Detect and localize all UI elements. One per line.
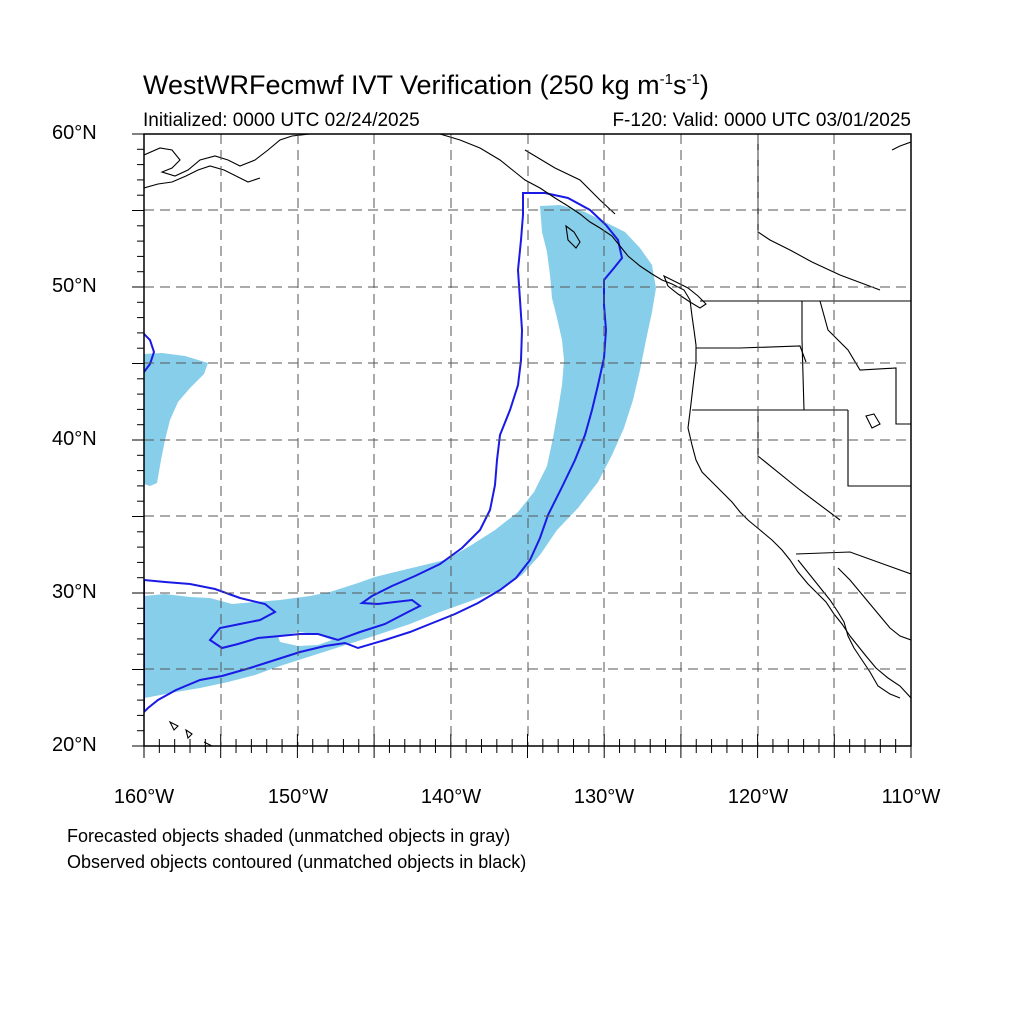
init-time-label: Initialized: 0000 UTC 02/24/2025 <box>143 110 420 131</box>
coastline-great-salt-lake <box>865 413 881 429</box>
y-tick-label-60: 60°N <box>52 122 97 144</box>
x-tick-label-120w: 120°W <box>727 786 789 808</box>
map-layers <box>144 134 911 746</box>
observed-contour-main <box>144 192 624 714</box>
coastline-haida-gwaii <box>565 224 581 249</box>
border-state-ca-nv <box>757 410 841 521</box>
coastline-gulf-of-california <box>837 567 911 641</box>
border-state-mt <box>819 300 911 425</box>
y-tick-label-30: 30°N <box>52 581 97 603</box>
forecast-object-main <box>144 205 656 698</box>
chart-title: WestWRFecmwf IVT Verification (250 kg m-… <box>143 70 709 100</box>
forecast-object-west <box>144 353 208 486</box>
observed-objects <box>144 192 624 714</box>
coastlines <box>144 134 911 746</box>
coastline-hudson <box>891 141 911 151</box>
x-tick-label-130w: 130°W <box>573 786 635 808</box>
valid-time-label: F-120: Valid: 0000 UTC 03/01/2025 <box>612 110 911 131</box>
border-state-wa-or <box>696 345 807 363</box>
coastline-alaska <box>144 134 311 177</box>
coastline-panhandle <box>439 134 911 699</box>
border-state-nv-ut <box>847 410 911 487</box>
y-tick-label-20: 20°N <box>52 734 97 756</box>
observed-contour-west <box>144 333 156 373</box>
y-tick-label-40: 40°N <box>52 428 97 450</box>
legend-note-observed: Observed objects contoured (unmatched ob… <box>67 852 527 872</box>
axis-ticks <box>132 133 912 758</box>
x-tick-label-160w: 160°W <box>113 786 175 808</box>
legend-note-forecast: Forecasted objects shaded (unmatched obj… <box>67 826 511 846</box>
y-tick-label-50: 50°N <box>52 275 97 297</box>
coastline-baja <box>797 559 901 699</box>
x-tick-label-150w: 150°W <box>267 786 329 808</box>
border-alaska-canada <box>524 149 616 215</box>
graticule <box>144 134 911 746</box>
border-canada-provinces <box>757 134 881 291</box>
coastline-alaska-peninsula <box>144 165 261 189</box>
x-tick-label-140w: 140°W <box>420 786 482 808</box>
forecast-objects <box>144 205 656 698</box>
border-state-id <box>801 301 805 411</box>
x-tick-label-110w: 110°W <box>881 786 941 808</box>
coastline-vancouver-island <box>662 274 707 309</box>
border-us-mexico <box>795 551 911 575</box>
